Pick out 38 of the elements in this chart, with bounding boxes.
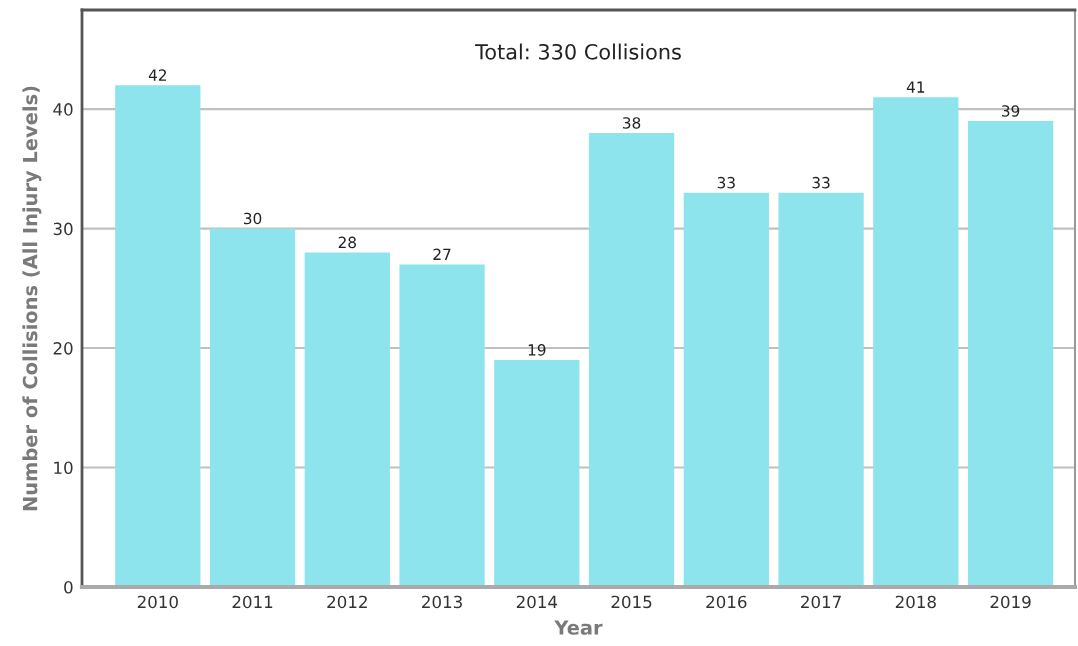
- bar: [778, 192, 864, 587]
- data-label: 27: [433, 248, 451, 260]
- x-tick-label: 2015: [611, 595, 652, 609]
- x-tick-label: 2012: [327, 595, 367, 609]
- data-label: 30: [244, 212, 262, 225]
- y-tick-label: 30: [53, 222, 73, 236]
- x-tick-label: 2016: [706, 595, 747, 609]
- bar: [115, 85, 201, 587]
- x-tick-label: 2019: [990, 595, 1031, 609]
- data-label: 39: [1002, 105, 1020, 117]
- bar: [494, 360, 580, 587]
- data-label: 33: [717, 176, 735, 189]
- y-tick-label: 40: [53, 103, 73, 116]
- bar: [209, 228, 296, 587]
- bar: [683, 192, 769, 587]
- data-label: 28: [338, 236, 356, 249]
- bar: [967, 121, 1054, 587]
- bar: [304, 252, 390, 587]
- x-tick-label: 2010: [137, 595, 178, 609]
- data-label: 42: [148, 69, 166, 81]
- data-label: 33: [812, 176, 830, 189]
- text: Total: 330 Collisions: [475, 43, 681, 60]
- x-tick-label: 2013: [422, 595, 462, 609]
- x-axis-title: Year: [554, 620, 603, 635]
- x-tick-label: 2017: [801, 595, 841, 609]
- y-tick-label: 20: [53, 342, 73, 355]
- x-tick-label: 2018: [895, 595, 936, 609]
- data-label: 19: [528, 344, 546, 356]
- y-tick-label: 10: [54, 461, 73, 475]
- x-tick-label: 2011: [232, 595, 273, 609]
- x-tick-label: 2014: [516, 595, 558, 609]
- bar: [873, 97, 959, 587]
- y-tick-label: 0: [64, 580, 73, 594]
- bar: [399, 264, 485, 587]
- data-label: 41: [906, 81, 925, 93]
- data-label: 38: [623, 117, 641, 129]
- y-axis-title: Number of Collisions (All Injury Levels): [22, 86, 42, 511]
- bar: [588, 133, 675, 587]
